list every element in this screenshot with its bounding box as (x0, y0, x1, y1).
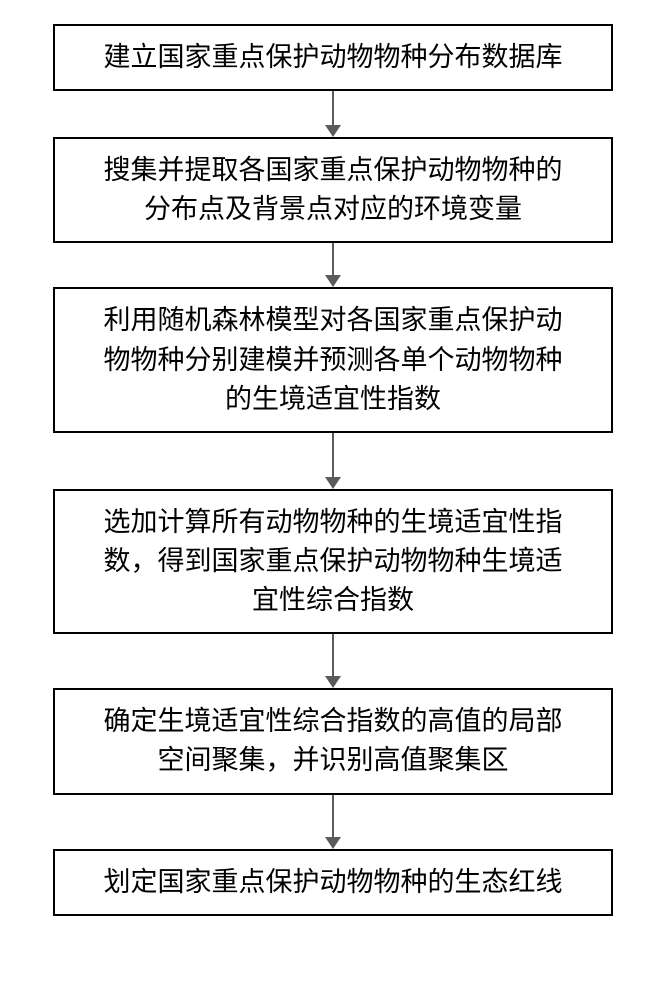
flow-step-1: 建立国家重点保护动物物种分布数据库 (53, 24, 613, 91)
flow-step-3-line-2: 物物种分别建模并预测各单个动物物种 (104, 341, 563, 380)
flow-step-4-line-1: 选加计算所有动物物种的生境适宜性指 (104, 503, 563, 542)
flow-step-4-line-2: 数，得到国家重点保护动物物种生境适 (104, 542, 563, 581)
arrow-4 (325, 634, 341, 688)
arrow-2-shaft (332, 243, 334, 275)
arrow-2 (325, 243, 341, 287)
flow-step-2: 搜集并提取各国家重点保护动物物种的 分布点及背景点对应的环境变量 (53, 137, 613, 243)
flow-step-5-line-1: 确定生境适宜性综合指数的高值的局部 (104, 702, 563, 741)
flow-step-1-line-1: 建立国家重点保护动物物种分布数据库 (104, 38, 563, 77)
flow-step-3-line-3: 的生境适宜性指数 (104, 380, 563, 419)
arrow-4-shaft (332, 634, 334, 676)
flow-step-5: 确定生境适宜性综合指数的高值的局部 空间聚集，并识别高值聚集区 (53, 688, 613, 794)
flow-step-5-line-2: 空间聚集，并识别高值聚集区 (104, 741, 563, 780)
flow-step-3-line-1: 利用随机森林模型对各国家重点保护动 (104, 301, 563, 340)
arrow-3-shaft (332, 433, 334, 477)
flow-step-2-line-1: 搜集并提取各国家重点保护动物物种的 (104, 151, 563, 190)
flow-step-6-line-1: 划定国家重点保护动物物种的生态红线 (104, 863, 563, 902)
arrow-5-head (325, 837, 341, 849)
arrow-2-head (325, 275, 341, 287)
flow-step-2-line-2: 分布点及背景点对应的环境变量 (104, 190, 563, 229)
flow-step-4-line-3: 宜性综合指数 (104, 581, 563, 620)
arrow-1-shaft (332, 91, 334, 125)
flow-step-3: 利用随机森林模型对各国家重点保护动 物物种分别建模并预测各单个动物物种 的生境适… (53, 287, 613, 432)
arrow-5-shaft (332, 795, 334, 837)
flow-step-4: 选加计算所有动物物种的生境适宜性指 数，得到国家重点保护动物物种生境适 宜性综合… (53, 489, 613, 634)
flowchart-container: 建立国家重点保护动物物种分布数据库 搜集并提取各国家重点保护动物物种的 分布点及… (0, 0, 666, 916)
arrow-1 (325, 91, 341, 137)
arrow-5 (325, 795, 341, 849)
arrow-1-head (325, 125, 341, 137)
arrow-3 (325, 433, 341, 489)
arrow-4-head (325, 676, 341, 688)
arrow-3-head (325, 477, 341, 489)
flow-step-6: 划定国家重点保护动物物种的生态红线 (53, 849, 613, 916)
